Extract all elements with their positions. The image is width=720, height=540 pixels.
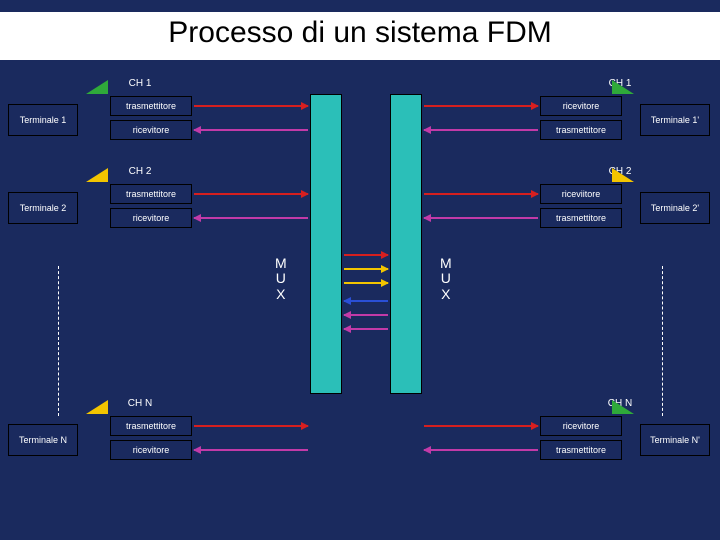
arrow-tx-left-2 <box>194 425 308 427</box>
dots_right <box>662 266 663 416</box>
arrow-tx-right-2 <box>424 449 538 451</box>
terminal-right-2: Terminale N' <box>640 424 710 456</box>
ch-label-left-0: CH 1 <box>120 76 160 90</box>
ch-label-left-1: CH 2 <box>120 164 160 178</box>
arrow-tx-right-1 <box>424 217 538 219</box>
arrow-tx-right-0 <box>424 129 538 131</box>
tx-right-0: trasmettitore <box>540 120 622 140</box>
center-arrow-0 <box>344 254 388 256</box>
terminal-left-1: Terminale 2 <box>8 192 78 224</box>
rx-left-1: ricevitore <box>110 208 192 228</box>
arrow-rx-right-1 <box>424 193 538 195</box>
terminal-right-1: Terminale 2' <box>640 192 710 224</box>
page-title: Processo di un sistema FDM <box>0 12 720 60</box>
arrow-rx-right-2 <box>424 425 538 427</box>
diagram-canvas: MUXMUXCH 1CH 1Terminale 1Terminale 1'tra… <box>0 56 720 540</box>
arrow-rx-left-2 <box>194 449 308 451</box>
mux-label-0: MUX <box>275 256 287 302</box>
tri-left-2 <box>86 400 108 414</box>
tri-right-2 <box>612 400 634 414</box>
tri-right-1 <box>612 168 634 182</box>
arrow-rx-left-0 <box>194 129 308 131</box>
tri-left-1 <box>86 168 108 182</box>
arrow-tx-left-0 <box>194 105 308 107</box>
tx-left-2: trasmettitore <box>110 416 192 436</box>
tx-left-0: trasmettitore <box>110 96 192 116</box>
mux-bar-1 <box>390 94 422 394</box>
center-arrow-3 <box>344 300 388 302</box>
tri-right-0 <box>612 80 634 94</box>
rx-right-1: riceviitore <box>540 184 622 204</box>
tx-right-2: trasmettitore <box>540 440 622 460</box>
center-arrow-2 <box>344 282 388 284</box>
terminal-right-0: Terminale 1' <box>640 104 710 136</box>
arrow-rx-right-0 <box>424 105 538 107</box>
center-arrow-4 <box>344 314 388 316</box>
tri-left-0 <box>86 80 108 94</box>
tx-right-1: trasmettitore <box>540 208 622 228</box>
rx-right-2: ricevitore <box>540 416 622 436</box>
center-arrow-5 <box>344 328 388 330</box>
dots_left <box>58 266 59 416</box>
rx-right-0: ricevitore <box>540 96 622 116</box>
tx-left-1: trasmettitore <box>110 184 192 204</box>
arrow-tx-left-1 <box>194 193 308 195</box>
arrow-rx-left-1 <box>194 217 308 219</box>
rx-left-2: ricevitore <box>110 440 192 460</box>
mux-bar-0 <box>310 94 342 394</box>
center-arrow-1 <box>344 268 388 270</box>
rx-left-0: ricevitore <box>110 120 192 140</box>
terminal-left-0: Terminale 1 <box>8 104 78 136</box>
terminal-left-2: Terminale N <box>8 424 78 456</box>
mux-label-1: MUX <box>440 256 452 302</box>
ch-label-left-2: CH N <box>120 396 160 410</box>
